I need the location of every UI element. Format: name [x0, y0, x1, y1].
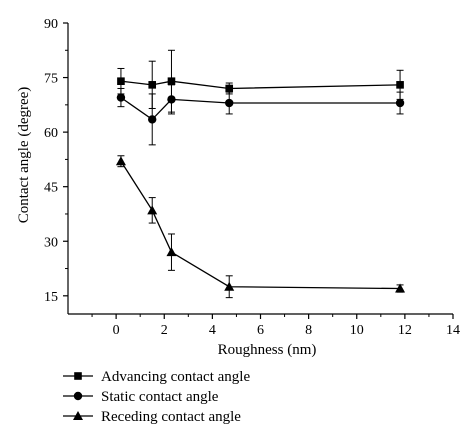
- series-layer: [115, 49, 406, 299]
- x-tick-label: 10: [350, 323, 364, 338]
- data-point: [148, 81, 157, 89]
- series-circle: [116, 84, 405, 146]
- x-tick-label: 12: [398, 323, 412, 338]
- x-tick-label: 4: [209, 323, 216, 338]
- y-tick-label: 45: [44, 181, 58, 196]
- axes: 0 2 4 6 8 10 12 14 15 30 45 60 75 90: [44, 17, 460, 338]
- legend-label: Static contact angle: [101, 389, 219, 405]
- y-tick-label: 90: [44, 17, 58, 32]
- data-point: [395, 283, 406, 293]
- legend-label: Receding contact angle: [101, 409, 241, 425]
- x-tick-label: 2: [161, 323, 168, 338]
- legend-item: Advancing contact angle: [63, 369, 250, 385]
- data-point: [117, 77, 125, 85]
- y-tick-label: 60: [44, 126, 58, 141]
- legend: Advancing contact angle Static contact an…: [63, 369, 250, 425]
- series-line: [120, 160, 401, 290]
- data-point: [148, 115, 157, 124]
- data-point: [147, 205, 158, 215]
- data-point: [115, 156, 126, 166]
- data-point: [225, 84, 234, 93]
- x-tick-label: 0: [113, 323, 120, 338]
- data-point: [224, 281, 235, 291]
- series-square: [117, 49, 404, 113]
- data-point: [116, 93, 126, 102]
- x-tick-label: 8: [305, 323, 312, 338]
- data-point: [167, 77, 176, 85]
- data-point: [225, 98, 234, 108]
- series-line: [120, 80, 401, 90]
- y-tick-label: 30: [44, 235, 58, 250]
- y-axis-title: Contact angle (degree): [16, 87, 32, 224]
- data-point: [166, 247, 177, 257]
- y-tick-label: 75: [44, 72, 58, 87]
- legend-marker: [73, 411, 83, 420]
- legend-item: Static contact angle: [63, 389, 219, 405]
- legend-marker: [74, 372, 82, 380]
- data-point: [395, 98, 405, 108]
- x-tick-label: 6: [257, 323, 264, 338]
- data-point: [396, 81, 404, 89]
- legend-label: Advancing contact angle: [101, 369, 250, 385]
- data-point: [167, 95, 176, 104]
- y-tick-label: 15: [44, 290, 58, 305]
- series-triangle: [115, 155, 406, 299]
- legend-marker: [73, 391, 83, 401]
- series-line: [120, 97, 401, 121]
- legend-item: Receding contact angle: [63, 409, 241, 425]
- x-axis-title: Roughness (nm): [218, 342, 317, 358]
- x-tick-label: 14: [446, 323, 460, 338]
